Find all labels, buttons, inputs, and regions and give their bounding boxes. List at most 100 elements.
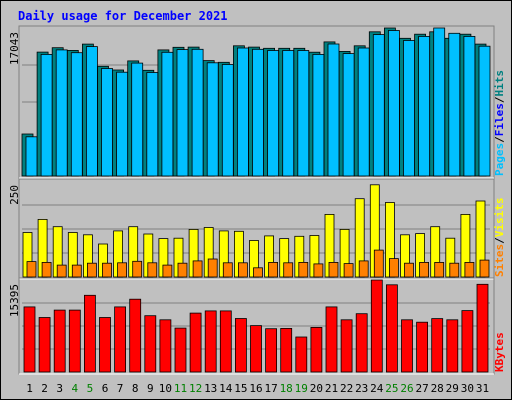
panel-frames [18,25,495,375]
bar-sites-day-9 [147,262,158,278]
bar-kbytes-day-27 [416,321,429,373]
bar-files-day-14 [221,64,234,177]
bar-sites-day-8 [132,260,143,278]
bar-kbytes-day-8 [129,298,142,373]
bar-sites-day-12 [192,260,203,278]
bar-kbytes-day-2 [38,317,51,373]
bars-layer [21,27,491,373]
legend-item-sites: Sites [493,244,506,277]
bar-kbytes-day-12 [189,312,202,373]
bar-kbytes-day-18 [280,327,293,373]
day-label-29: 29 [446,382,459,395]
bar-sites-day-31 [479,259,490,278]
day-label-11: 11 [174,382,187,395]
bar-sites-day-27 [419,261,430,278]
day-label-23: 23 [355,382,368,395]
bar-files-day-11 [176,49,189,177]
legend-item-pages: Pages [493,143,506,176]
day-label-12: 12 [189,382,202,395]
bar-kbytes-day-15 [234,318,247,373]
bar-files-day-18 [282,50,295,177]
bar-sites-day-24 [373,249,384,278]
day-label-15: 15 [234,382,247,395]
bar-sites-day-16 [253,267,263,278]
bar-files-day-10 [161,51,174,177]
bar-files-day-19 [297,50,310,177]
bar-sites-day-6 [102,262,112,278]
bar-kbytes-day-28 [431,318,444,373]
day-label-9: 9 [147,382,154,395]
bar-kbytes-day-25 [385,284,398,373]
day-label-8: 8 [132,382,139,395]
bar-sites-day-25 [388,258,399,278]
bar-sites-day-20 [313,263,324,278]
bar-sites-day-17 [268,261,279,278]
bar-files-day-17 [267,50,280,177]
bar-sites-day-28 [434,261,445,278]
day-label-21: 21 [325,382,338,395]
bar-files-day-21 [327,43,340,177]
day-label-1: 1 [26,382,33,395]
bar-kbytes-day-7 [114,306,126,373]
bar-sites-day-4 [71,264,82,278]
bar-kbytes-day-1 [23,306,36,373]
day-label-28: 28 [431,382,444,395]
bar-kbytes-day-17 [265,328,278,373]
bar-sites-day-26 [404,262,414,278]
bar-files-day-29 [448,32,461,177]
legend-separator: / [493,136,506,143]
legend-item-files: Files [493,103,506,136]
day-label-4: 4 [71,382,78,395]
day-label-19: 19 [295,382,308,395]
bar-files-day-26 [403,40,415,177]
bar-files-day-27 [418,36,431,177]
day-label-31: 31 [476,382,489,395]
bar-files-day-24 [372,34,385,177]
bar-sites-day-21 [328,261,339,278]
bar-kbytes-day-10 [159,319,172,373]
bar-kbytes-day-20 [310,326,323,373]
bar-kbytes-day-22 [340,319,353,373]
day-label-14: 14 [219,382,233,395]
bar-kbytes-day-3 [53,309,66,373]
bar-kbytes-day-9 [144,315,157,373]
bar-sites-day-23 [358,260,369,278]
bar-sites-day-22 [343,263,354,278]
legend-hits: Pages/Files/Hits [493,70,506,176]
chart-title: Daily usage for December 2021 [18,9,228,23]
bar-kbytes-day-6 [99,317,111,373]
bar-kbytes-day-19 [295,336,308,373]
bar-kbytes-day-23 [355,313,368,373]
bar-files-day-22 [342,53,355,177]
bar-files-day-9 [146,72,159,177]
bar-files-day-2 [40,54,53,177]
legend-visits: Sites/Visits [493,198,506,278]
day-labels: 1 2 3 4 5 6 7 8 9 10 11 12 13 14 15 16 17 18 19 20 21 22 23 24 2… [26,382,489,395]
bar-sites-day-14 [222,262,233,278]
bar-sites-day-30 [464,261,475,278]
bar-files-day-5 [86,46,98,177]
bar-files-day-31 [478,45,491,177]
bar-kbytes-day-24 [370,279,383,373]
bar-sites-day-2 [41,261,52,278]
day-label-26: 26 [400,382,413,395]
bar-sites-day-19 [298,261,309,278]
bar-kbytes-day-14 [219,310,232,373]
bar-kbytes-day-31 [476,283,489,373]
legend-item-hits: Hits [493,70,506,97]
legend-separator: / [493,237,506,244]
bar-kbytes-day-13 [204,310,217,373]
day-label-7: 7 [117,382,124,395]
bar-kbytes-day-26 [401,319,413,373]
bar-sites-day-10 [162,264,173,278]
legend-item-visits: Visits [493,198,506,238]
bar-files-day-3 [55,49,68,177]
bar-sites-day-3 [56,264,67,278]
bar-files-day-13 [206,62,219,177]
day-label-13: 13 [204,382,217,395]
day-label-3: 3 [56,382,63,395]
bar-kbytes-day-4 [68,309,81,373]
bar-files-day-23 [357,47,370,177]
